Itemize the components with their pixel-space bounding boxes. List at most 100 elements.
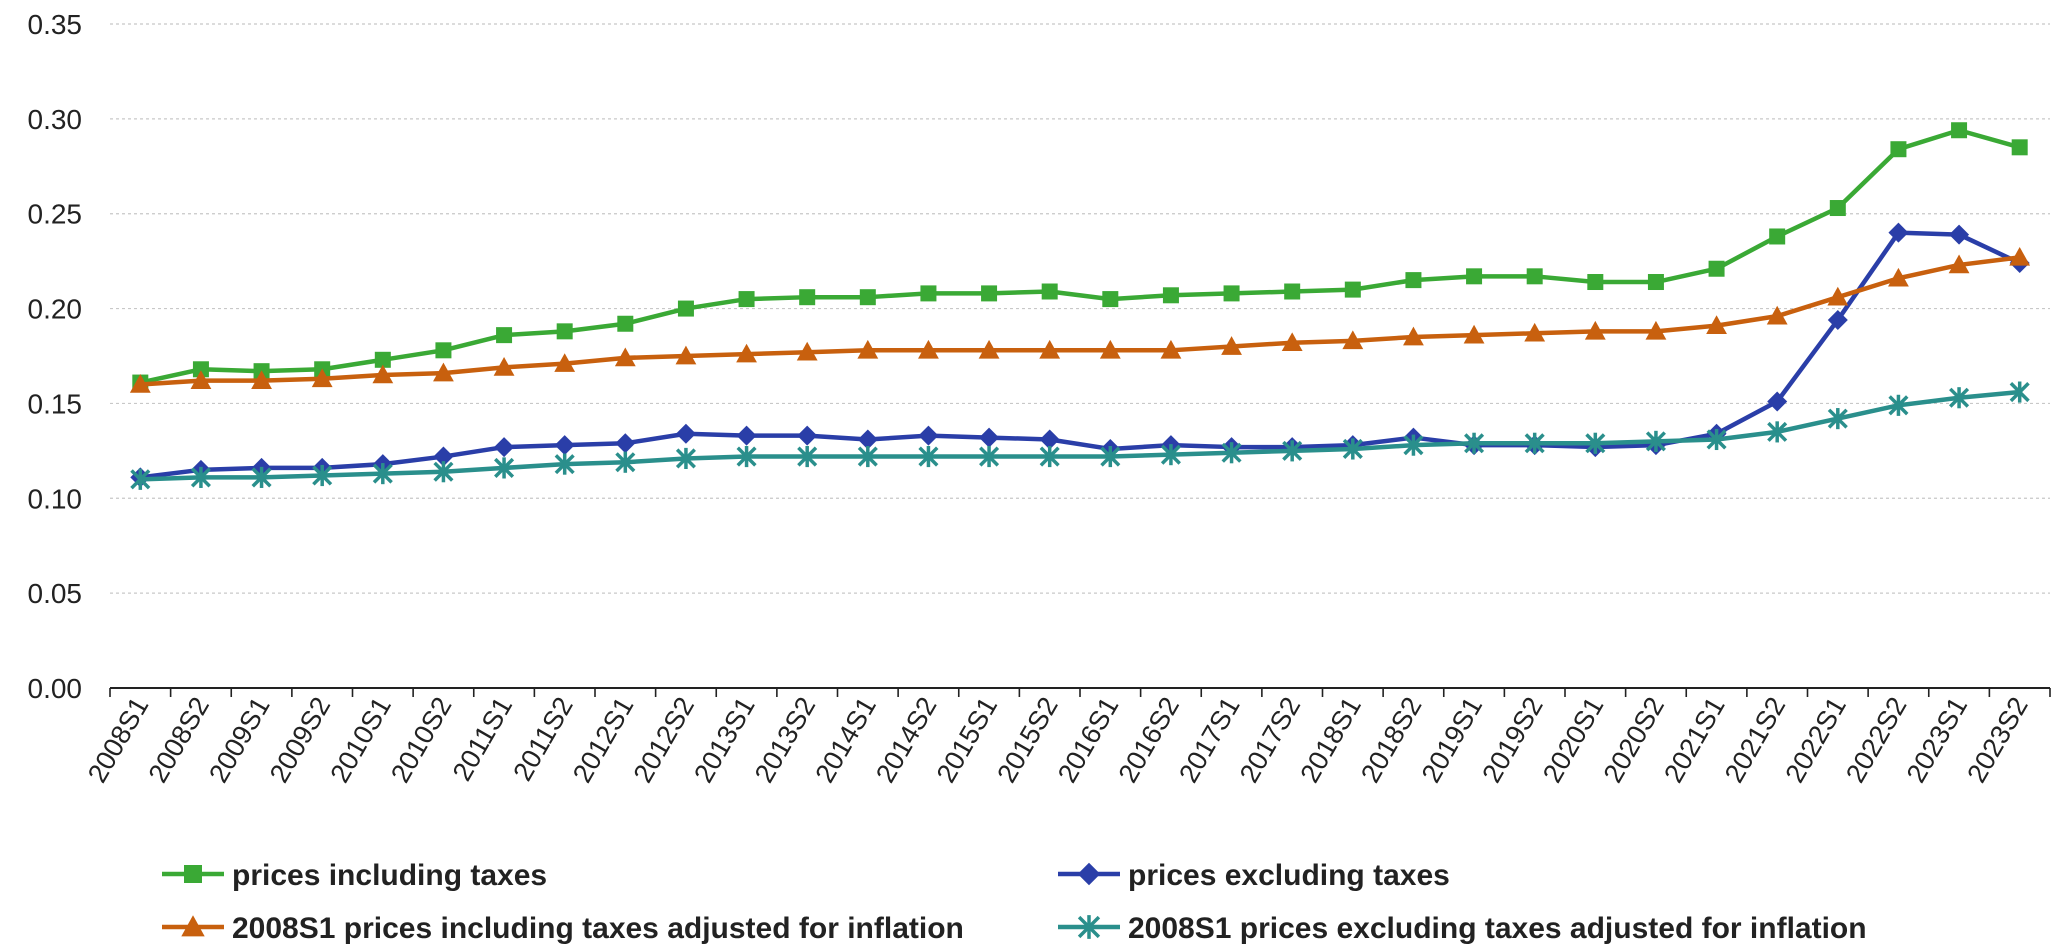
data-point — [1403, 434, 1424, 456]
data-point — [496, 327, 513, 344]
data-point — [129, 374, 151, 393]
data-point — [1706, 428, 1727, 451]
data-point — [494, 457, 515, 479]
data-point — [1708, 260, 1725, 277]
data-point — [1766, 305, 1788, 325]
data-point — [918, 339, 939, 359]
data-point — [374, 351, 391, 368]
data-point — [372, 364, 394, 384]
data-point — [1281, 332, 1303, 352]
y-tick-label: 0.00 — [28, 673, 83, 704]
data-point — [675, 447, 696, 470]
data-point — [251, 466, 272, 488]
data-point — [556, 323, 573, 340]
data-point — [1584, 320, 1606, 340]
data-point — [736, 425, 757, 446]
y-tick-label: 0.25 — [28, 199, 83, 230]
series-group — [129, 122, 2031, 490]
data-point — [981, 285, 998, 302]
data-point — [857, 445, 878, 468]
data-point — [554, 353, 576, 372]
series-line — [139, 127, 2021, 385]
data-point — [1342, 438, 1363, 460]
data-point — [1162, 287, 1179, 304]
data-point — [1284, 283, 1301, 300]
legend-item-4: 2008S1 prices excluding taxes adjusted f… — [1058, 912, 1867, 945]
series-line — [140, 389, 2020, 482]
y-tick-label: 0.10 — [28, 483, 83, 514]
data-point — [494, 437, 515, 458]
data-point — [615, 433, 636, 454]
legend-swatch-marker — [184, 865, 202, 883]
grid-lines — [110, 23, 2050, 594]
data-point — [675, 423, 696, 444]
data-point — [1282, 440, 1303, 462]
data-point — [130, 468, 151, 490]
data-point — [1041, 283, 1058, 300]
data-point — [1160, 444, 1181, 466]
data-point — [433, 446, 454, 467]
data-point — [1039, 429, 1060, 450]
legend-item-2: prices excluding taxes — [1058, 859, 1450, 892]
data-point — [1706, 315, 1727, 334]
data-point — [796, 341, 818, 361]
legend-item-1: prices including taxes — [162, 859, 547, 892]
data-point — [675, 345, 697, 365]
data-point — [918, 425, 939, 446]
series-line — [140, 230, 2021, 480]
y-axis: 0.00 0.05 0.10 0.15 0.20 0.25 0.30 0.35 — [28, 9, 83, 704]
data-point — [1769, 228, 1786, 245]
data-point — [797, 445, 818, 468]
data-point — [1827, 309, 1848, 330]
x-axis: 2008S12008S22009S12009S22010S12010S22011… — [82, 687, 2051, 788]
data-point — [918, 445, 939, 468]
legend-swatch-marker — [181, 915, 205, 937]
data-point — [433, 362, 454, 382]
data-point — [677, 300, 694, 317]
data-point — [1951, 122, 1968, 139]
data-point — [1949, 224, 1970, 245]
data-point — [190, 466, 211, 488]
data-point — [312, 464, 333, 487]
data-point — [372, 463, 393, 485]
data-point — [1645, 320, 1667, 340]
data-point — [736, 445, 757, 468]
legend-swatch-marker — [1077, 862, 1101, 886]
data-point — [1223, 285, 1240, 302]
data-point — [1890, 141, 1907, 158]
data-point — [493, 356, 515, 376]
data-point — [1829, 200, 1846, 217]
data-point — [857, 339, 879, 359]
data-point — [614, 347, 636, 367]
data-point — [1100, 445, 1121, 468]
data-point — [1888, 222, 1909, 243]
data-point — [1888, 394, 1909, 416]
data-point — [797, 425, 818, 446]
data-point — [2009, 246, 2031, 266]
data-point — [1767, 421, 1788, 443]
data-point — [1342, 330, 1364, 350]
legend-label: prices excluding taxes — [1128, 859, 1450, 892]
data-point — [1464, 432, 1485, 454]
data-point — [1645, 430, 1666, 452]
legend-label: prices including taxes — [232, 859, 547, 892]
x-tick-label: 2010S2 — [385, 692, 458, 788]
data-point — [1102, 291, 1119, 308]
legend-item-3: 2008S1 prices including taxes adjusted f… — [162, 912, 964, 945]
data-point — [1403, 326, 1424, 346]
data-point — [736, 343, 757, 363]
series-line — [140, 255, 2020, 387]
data-point — [1888, 267, 1909, 287]
data-point — [1647, 274, 1664, 291]
series-3 — [129, 246, 2031, 393]
data-point — [1767, 391, 1788, 412]
data-point — [1948, 254, 1970, 274]
data-point — [1587, 274, 1604, 291]
data-point — [615, 451, 636, 473]
data-point — [1827, 408, 1848, 430]
y-tick-label: 0.30 — [28, 104, 83, 135]
data-point — [1463, 324, 1485, 344]
data-point — [190, 370, 212, 389]
data-point — [435, 342, 452, 359]
